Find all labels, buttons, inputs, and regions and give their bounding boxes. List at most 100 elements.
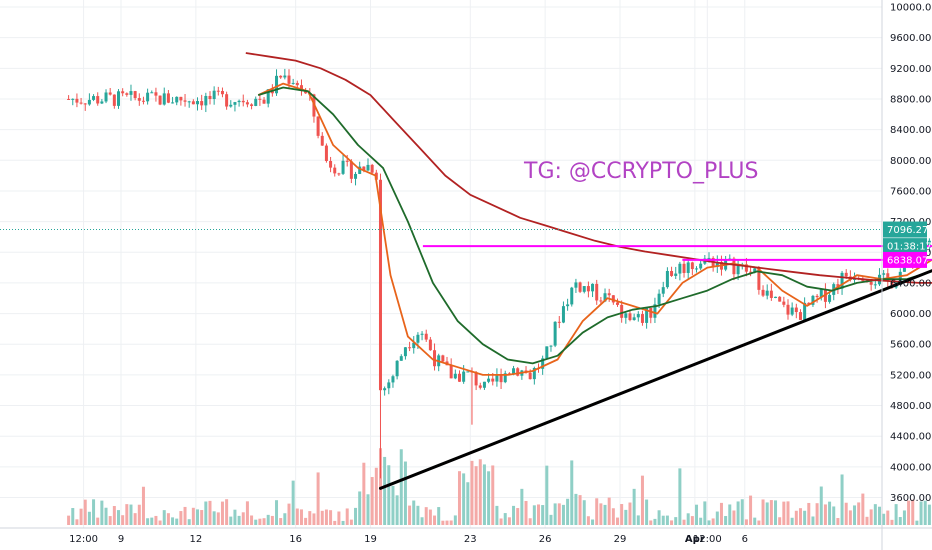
volume-bar xyxy=(445,520,449,525)
volume-bar xyxy=(229,516,233,525)
volume-bar xyxy=(204,501,208,525)
candle-body xyxy=(337,173,341,175)
volume-bar xyxy=(279,518,283,525)
candle-body xyxy=(362,166,366,171)
volume-bar xyxy=(715,511,719,525)
candle-body xyxy=(428,339,432,351)
volume-bar xyxy=(412,500,416,525)
candle-body xyxy=(208,95,212,100)
volume-bar xyxy=(179,511,183,525)
volume-bar xyxy=(574,493,578,525)
volume-bar xyxy=(699,517,703,525)
volume-bar xyxy=(462,473,466,525)
candle-body xyxy=(204,95,208,106)
volume-bar xyxy=(865,516,869,525)
price-tick-label: 8800.00 xyxy=(890,94,931,105)
candle-body xyxy=(466,371,470,373)
candle-body xyxy=(250,104,254,106)
volume-bar xyxy=(927,504,931,525)
volume-bar xyxy=(299,509,303,525)
volume-bar xyxy=(545,465,549,525)
candle-body xyxy=(549,345,553,347)
volume-bar xyxy=(162,510,166,525)
price-badge-label: 6838.07 xyxy=(887,255,928,266)
candle-body xyxy=(482,381,486,388)
volume-bar xyxy=(798,508,802,525)
candle-body xyxy=(408,347,412,349)
volume-bar xyxy=(67,515,71,525)
candle-body xyxy=(433,350,437,367)
volume-bar xyxy=(453,515,457,525)
candle-body xyxy=(324,145,328,161)
candle-body xyxy=(196,101,200,105)
volume-bar xyxy=(399,449,403,525)
volume-bar xyxy=(765,502,769,525)
candle-body xyxy=(869,281,873,285)
candle-body xyxy=(603,293,607,302)
volume-bar xyxy=(87,511,91,525)
candle-body xyxy=(129,91,133,95)
volume-bar xyxy=(516,508,520,525)
candle-body xyxy=(695,268,699,270)
volume-bar xyxy=(270,515,274,525)
volume-bar xyxy=(911,499,915,525)
volume-bar xyxy=(104,507,108,525)
candle-body xyxy=(279,75,283,78)
candle-body xyxy=(395,360,399,377)
volume-bar xyxy=(541,505,545,525)
volume-bar xyxy=(362,462,366,525)
candle-body xyxy=(191,101,195,105)
candle-body xyxy=(200,101,204,106)
candle-body xyxy=(137,98,141,101)
trendline-group xyxy=(378,269,932,490)
candle-body xyxy=(387,382,391,389)
candle-body xyxy=(187,101,191,103)
candle-body xyxy=(778,296,782,302)
candle-body xyxy=(882,273,886,275)
volume-bar xyxy=(578,495,582,525)
volume-bar xyxy=(794,510,798,525)
volume-bar xyxy=(632,488,636,525)
candle-body xyxy=(283,75,287,78)
volume-bar xyxy=(312,513,316,525)
volume-bar xyxy=(191,507,195,525)
volume-bar xyxy=(258,518,262,525)
volume-bar xyxy=(603,504,607,525)
volume-bar xyxy=(275,500,279,525)
price-axis[interactable]: 10000.00 9600.00 9200.00 8800.00 8400.00 8000… xyxy=(890,3,932,505)
candle-body xyxy=(75,98,79,103)
volume-bar xyxy=(728,504,732,525)
volume-bar xyxy=(907,500,911,525)
volume-bar xyxy=(196,509,200,525)
candle-body xyxy=(516,368,520,376)
volume-bar xyxy=(171,517,175,525)
volume-bar xyxy=(437,507,441,525)
candle-body xyxy=(582,286,586,292)
candle-body xyxy=(333,167,337,174)
volume-bar xyxy=(724,516,728,525)
candle-body xyxy=(786,304,790,315)
volume-bar xyxy=(383,456,387,525)
price-tick-label: 8400.00 xyxy=(890,125,931,136)
volume-bar xyxy=(129,504,133,525)
volume-bar xyxy=(586,516,590,525)
candle-body xyxy=(154,92,158,96)
volume-bar xyxy=(915,520,919,525)
volume-bar xyxy=(607,497,611,525)
volume-bar xyxy=(428,509,432,525)
time-tick-label: 12:00 xyxy=(693,534,722,545)
volume-bar xyxy=(557,503,561,525)
candle-body xyxy=(491,378,495,382)
candle-body xyxy=(628,313,632,321)
price-badge xyxy=(883,221,927,238)
candle-body xyxy=(275,75,279,94)
volume-bar xyxy=(832,506,836,525)
volume-bar xyxy=(245,501,249,525)
volume-bar xyxy=(823,504,827,525)
volume-bar xyxy=(83,499,87,525)
volume-bar xyxy=(670,520,674,525)
candle-body xyxy=(495,374,499,382)
candle-body xyxy=(678,263,682,274)
